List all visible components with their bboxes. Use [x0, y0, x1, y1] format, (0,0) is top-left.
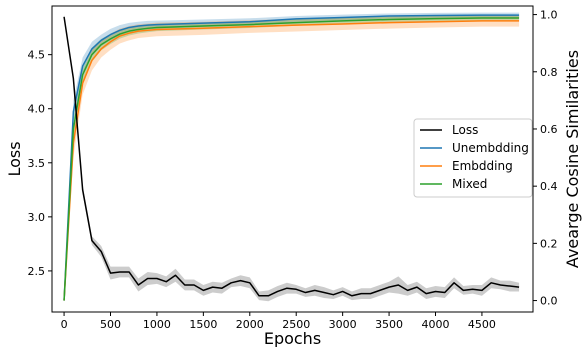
- line-mixed: [63, 17, 520, 301]
- legend: Loss Unembdding Embdding Mixed: [413, 118, 533, 198]
- series-lines: [63, 14, 520, 301]
- x-tick-label: 500: [100, 318, 121, 331]
- right-y-tick-label: 1.0: [540, 9, 558, 22]
- legend-label-mixed: Mixed: [452, 177, 487, 191]
- left-y-tick-label: 3.5: [28, 157, 46, 170]
- x-axis-label: Epochs: [264, 329, 321, 347]
- x-tick-label: 2000: [236, 318, 264, 331]
- line-loss: [63, 16, 520, 297]
- x-tick-label: 1000: [143, 318, 171, 331]
- plot-frame: [51, 5, 534, 313]
- legend-label-embdding: Embdding: [452, 159, 513, 173]
- left-y-axis-label: Loss: [5, 141, 24, 176]
- left-y-axis-ticks: 2.5 3.0 3.5 4.0 4.5: [28, 49, 52, 278]
- x-tick-label: 4000: [422, 318, 450, 331]
- legend-box: [413, 118, 533, 198]
- x-tick-label: 0: [61, 318, 68, 331]
- right-y-tick-label: 0.4: [540, 180, 558, 193]
- right-y-axis-label: Avearge Cosine Similarities: [563, 50, 582, 268]
- legend-label-loss: Loss: [452, 123, 478, 137]
- left-y-tick-label: 2.5: [28, 265, 46, 278]
- x-axis-ticks: 0 500 1000 1500 2000 2500 3000 3500 4000 4500: [61, 312, 496, 331]
- x-tick-label: 3500: [375, 318, 403, 331]
- line-unembdding: [63, 14, 520, 301]
- right-y-axis-ticks: 0.0 0.2 0.4 0.6 0.8 1.0: [533, 9, 558, 308]
- left-y-tick-label: 3.0: [28, 211, 46, 224]
- band-embdding: [64, 15, 520, 301]
- right-y-tick-label: 0.2: [540, 237, 558, 250]
- right-y-tick-label: 0.0: [540, 295, 558, 308]
- x-tick-label: 1500: [189, 318, 217, 331]
- left-y-tick-label: 4.0: [28, 103, 46, 116]
- x-tick-label: 4500: [468, 318, 496, 331]
- x-tick-label: 3000: [329, 318, 357, 331]
- legend-label-unembdding: Unembdding: [452, 141, 529, 155]
- line-embdding: [63, 20, 520, 301]
- x-tick-label: 2500: [282, 318, 310, 331]
- left-y-tick-label: 4.5: [28, 49, 46, 62]
- right-y-tick-label: 0.6: [540, 123, 558, 136]
- band-mixed: [64, 15, 520, 301]
- right-y-tick-label: 0.8: [540, 66, 558, 79]
